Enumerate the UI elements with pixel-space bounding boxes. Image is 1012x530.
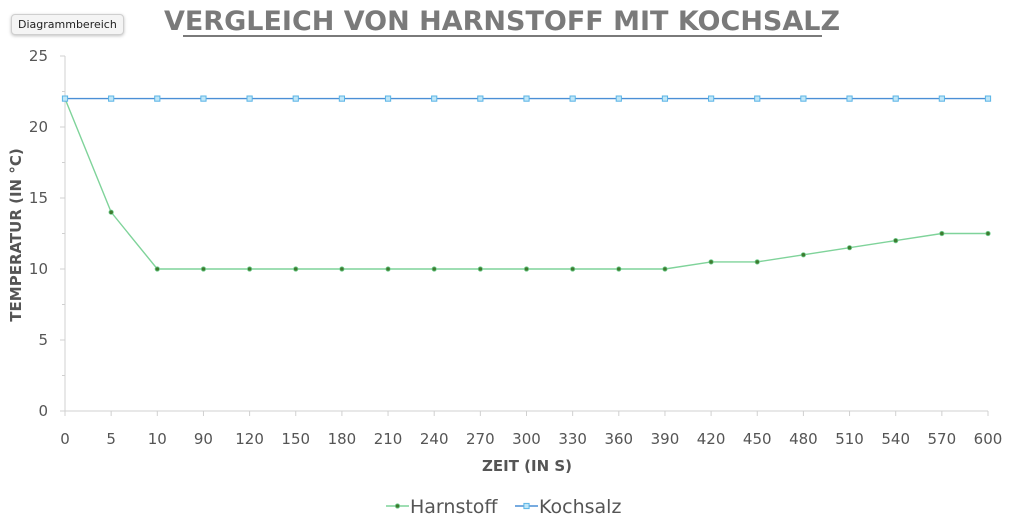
series-layer: [61, 95, 992, 272]
harnstoff-data-point: [662, 266, 668, 272]
kochsalz-data-point: [431, 95, 438, 102]
x-tick-label: 5: [106, 430, 116, 448]
harnstoff-data-point: [708, 259, 714, 265]
x-tick-label: 270: [466, 430, 495, 448]
x-axis-title: ZEIT (IN S): [482, 457, 572, 475]
x-tick-label: 390: [651, 430, 680, 448]
kochsalz-data-point: [246, 95, 253, 102]
harnstoff-data-point: [523, 266, 530, 272]
harnstoff-series-line: [64, 98, 988, 270]
harnstoff-data-point: [431, 266, 437, 272]
x-tick-label: 300: [512, 430, 541, 448]
x-tick-label: 10: [148, 430, 167, 448]
x-tick-label: 90: [194, 430, 213, 448]
kochsalz-data-point: [569, 95, 576, 102]
x-tick-label: 450: [743, 430, 772, 448]
x-tick-label: 420: [697, 430, 726, 448]
harnstoff-data-point: [247, 266, 253, 272]
kochsalz-data-point: [61, 95, 69, 102]
kochsalz-data-point: [846, 95, 853, 102]
chart-title: VERGLEICH VON HARNSTOFF MIT KOCHSALZ: [164, 6, 840, 37]
x-tick-label: 330: [558, 430, 587, 448]
y-tick-label: 15: [29, 189, 48, 207]
kochsalz-data-point: [661, 95, 669, 102]
kochsalz-data-point: [892, 95, 899, 102]
harnstoff-data-point: [385, 266, 391, 272]
x-tick-label: 570: [928, 430, 957, 448]
kochsalz-data-point: [292, 95, 299, 102]
kochsalz-data-point: [938, 95, 945, 102]
x-tick-label: 150: [281, 430, 310, 448]
chart-area-tooltip: Diagrammbereich: [11, 14, 124, 35]
harnstoff-data-point: [939, 230, 945, 237]
harnstoff-data-point: [293, 266, 299, 272]
x-tick-label: 210: [374, 430, 403, 448]
kochsalz-data-point: [615, 95, 622, 102]
y-tick-label: 20: [29, 118, 48, 136]
kochsalz-data-point: [800, 95, 807, 102]
x-tick-label: 180: [328, 430, 357, 448]
x-tick-label: 240: [420, 430, 449, 448]
x-tick-label: 120: [235, 430, 264, 448]
x-tick-label: 480: [789, 430, 818, 448]
x-tick-label: 360: [604, 430, 633, 448]
harnstoff-data-point: [154, 266, 160, 272]
harnstoff-data-point: [477, 266, 483, 272]
kochsalz-legend-marker: [523, 502, 530, 510]
harnstoff-data-point: [339, 266, 345, 272]
harnstoff-data-point: [846, 245, 853, 251]
y-tick-label: 10: [29, 260, 48, 278]
harnstoff-data-point: [754, 259, 760, 265]
kochsalz-legend-label: Kochsalz: [539, 496, 621, 518]
x-tick-label: 600: [974, 430, 1003, 448]
harnstoff-data-point: [893, 238, 899, 244]
harnstoff-data-point: [616, 266, 622, 272]
kochsalz-data-point: [154, 95, 161, 102]
legend: Harnstoff Kochsalz: [386, 496, 621, 518]
harnstoff-data-point: [200, 266, 207, 272]
harnstoff-data-point: [985, 230, 991, 237]
kochsalz-data-point: [108, 95, 115, 102]
harnstoff-data-point: [570, 266, 576, 272]
kochsalz-data-point: [984, 95, 992, 102]
harnstoff-legend-label: Harnstoff: [410, 496, 498, 518]
y-axis-title: TEMPERATUR (IN °C): [7, 148, 25, 321]
harnstoff-data-point: [800, 252, 807, 258]
kochsalz-data-point: [754, 95, 761, 102]
kochsalz-data-point: [384, 95, 392, 102]
x-tick-label: 0: [60, 430, 70, 448]
y-tick-label: 0: [38, 402, 48, 420]
y-tick-label: 5: [38, 331, 48, 349]
y-tick-label: 25: [29, 47, 48, 65]
kochsalz-data-point: [338, 95, 345, 102]
kochsalz-data-point: [708, 95, 715, 102]
kochsalz-data-point: [200, 95, 207, 102]
x-tick-label: 510: [835, 430, 864, 448]
harnstoff-data-point: [108, 209, 114, 215]
kochsalz-data-point: [523, 95, 530, 102]
kochsalz-data-point: [477, 95, 484, 102]
x-tick-label: 540: [881, 430, 910, 448]
harnstoff-legend-marker: [394, 503, 401, 509]
